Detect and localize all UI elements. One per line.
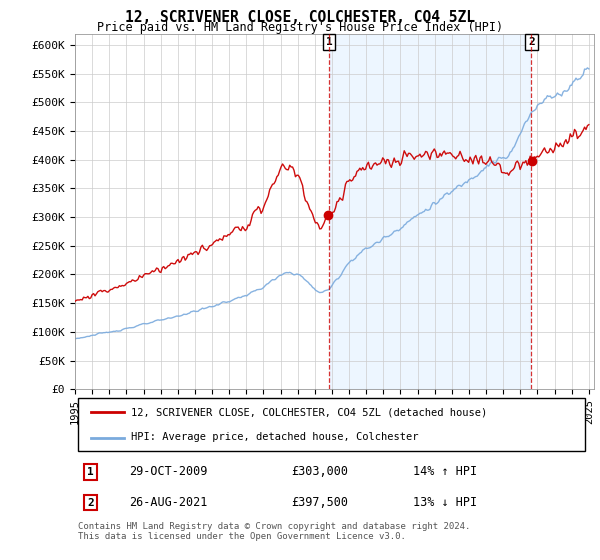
Text: Price paid vs. HM Land Registry's House Price Index (HPI): Price paid vs. HM Land Registry's House …: [97, 21, 503, 34]
Text: 12, SCRIVENER CLOSE, COLCHESTER, CO4 5ZL: 12, SCRIVENER CLOSE, COLCHESTER, CO4 5ZL: [125, 10, 475, 25]
Text: 29-OCT-2009: 29-OCT-2009: [128, 465, 207, 478]
Text: 14% ↑ HPI: 14% ↑ HPI: [413, 465, 477, 478]
Text: 2: 2: [528, 37, 535, 47]
Text: 1: 1: [87, 467, 94, 477]
Text: Contains HM Land Registry data © Crown copyright and database right 2024.
This d: Contains HM Land Registry data © Crown c…: [78, 522, 470, 542]
Text: 13% ↓ HPI: 13% ↓ HPI: [413, 496, 477, 509]
Text: 1: 1: [326, 37, 332, 47]
Text: 2: 2: [87, 498, 94, 507]
Text: 26-AUG-2021: 26-AUG-2021: [128, 496, 207, 509]
Text: £397,500: £397,500: [291, 496, 348, 509]
Text: £303,000: £303,000: [291, 465, 348, 478]
Text: 12, SCRIVENER CLOSE, COLCHESTER, CO4 5ZL (detached house): 12, SCRIVENER CLOSE, COLCHESTER, CO4 5ZL…: [131, 408, 487, 418]
Text: HPI: Average price, detached house, Colchester: HPI: Average price, detached house, Colc…: [131, 432, 419, 442]
FancyBboxPatch shape: [78, 398, 585, 451]
